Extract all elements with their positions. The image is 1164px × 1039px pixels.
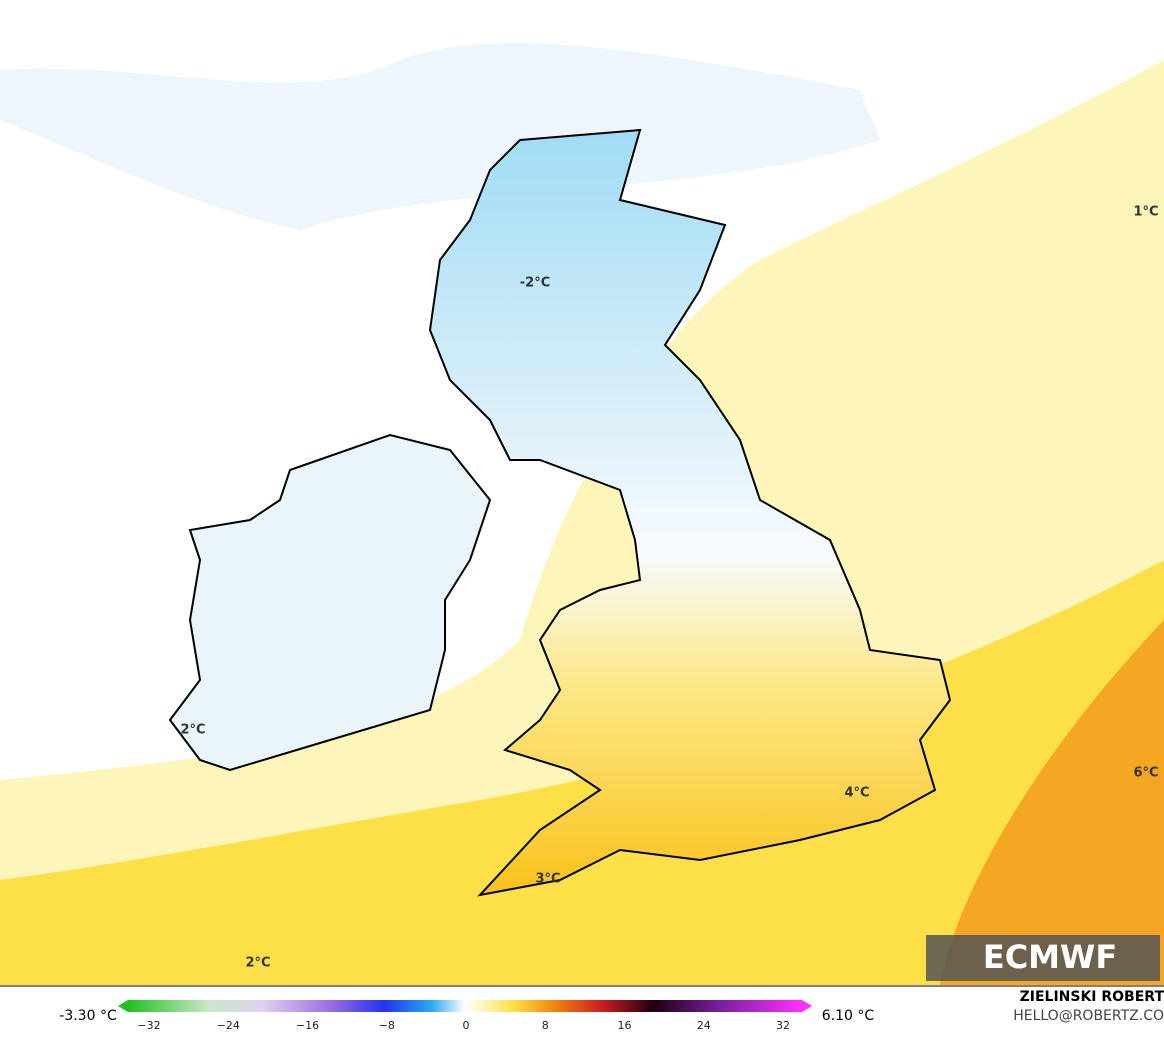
colorbar-tick-label: −8 <box>379 1019 395 1032</box>
colorbar-tick-label: 0 <box>463 1019 470 1032</box>
colorbar-tick-label: 8 <box>542 1019 549 1032</box>
colorbar-tick-label: 24 <box>697 1019 711 1032</box>
great-britain <box>428 128 952 897</box>
colorbar-gradient <box>128 1000 802 1012</box>
map-label: -2°C <box>520 276 550 291</box>
colorbar: -3.30 °C 6.10 °C −32 −24 −16 −8 0 8 16 24 32 <box>59 1000 874 1032</box>
colorbar-end <box>118 1000 128 1012</box>
colorbar-end <box>802 1000 812 1012</box>
map-label: 2°C <box>180 723 205 738</box>
logo: ECMWF <box>983 938 1117 976</box>
colorbar-ticks: −32 −24 −16 −8 0 8 16 24 32 <box>137 1019 790 1032</box>
sea-cool <box>0 43 880 230</box>
credit-name: ZIELINSKI ROBERT <box>1020 989 1164 1005</box>
credit-email: HELLO@ROBERTZ.CO <box>1013 1008 1164 1024</box>
colorbar-max: 6.10 °C <box>822 1008 875 1024</box>
map-label: 1°C <box>1133 205 1158 220</box>
colorbar-min: -3.30 °C <box>59 1008 117 1024</box>
ireland <box>168 433 492 772</box>
land-warm <box>940 620 1164 985</box>
map-label: 4°C <box>844 786 869 801</box>
map: 1°C -2°C 2°C 4°C 6°C 3°C 2°C ECMWF <box>0 0 1164 985</box>
map-label: 6°C <box>1133 766 1158 781</box>
colorbar-tick-label: 32 <box>776 1019 790 1032</box>
map-label: 3°C <box>535 872 560 887</box>
logo-box <box>926 935 1160 981</box>
sea-warm <box>0 560 1164 985</box>
colorbar-tick-label: −16 <box>296 1019 319 1032</box>
colorbar-tick-label: 16 <box>618 1019 632 1032</box>
colorbar-tick-label: −24 <box>217 1019 240 1032</box>
map-label: 2°C <box>245 956 270 971</box>
colorbar-tick-label: −32 <box>137 1019 160 1032</box>
